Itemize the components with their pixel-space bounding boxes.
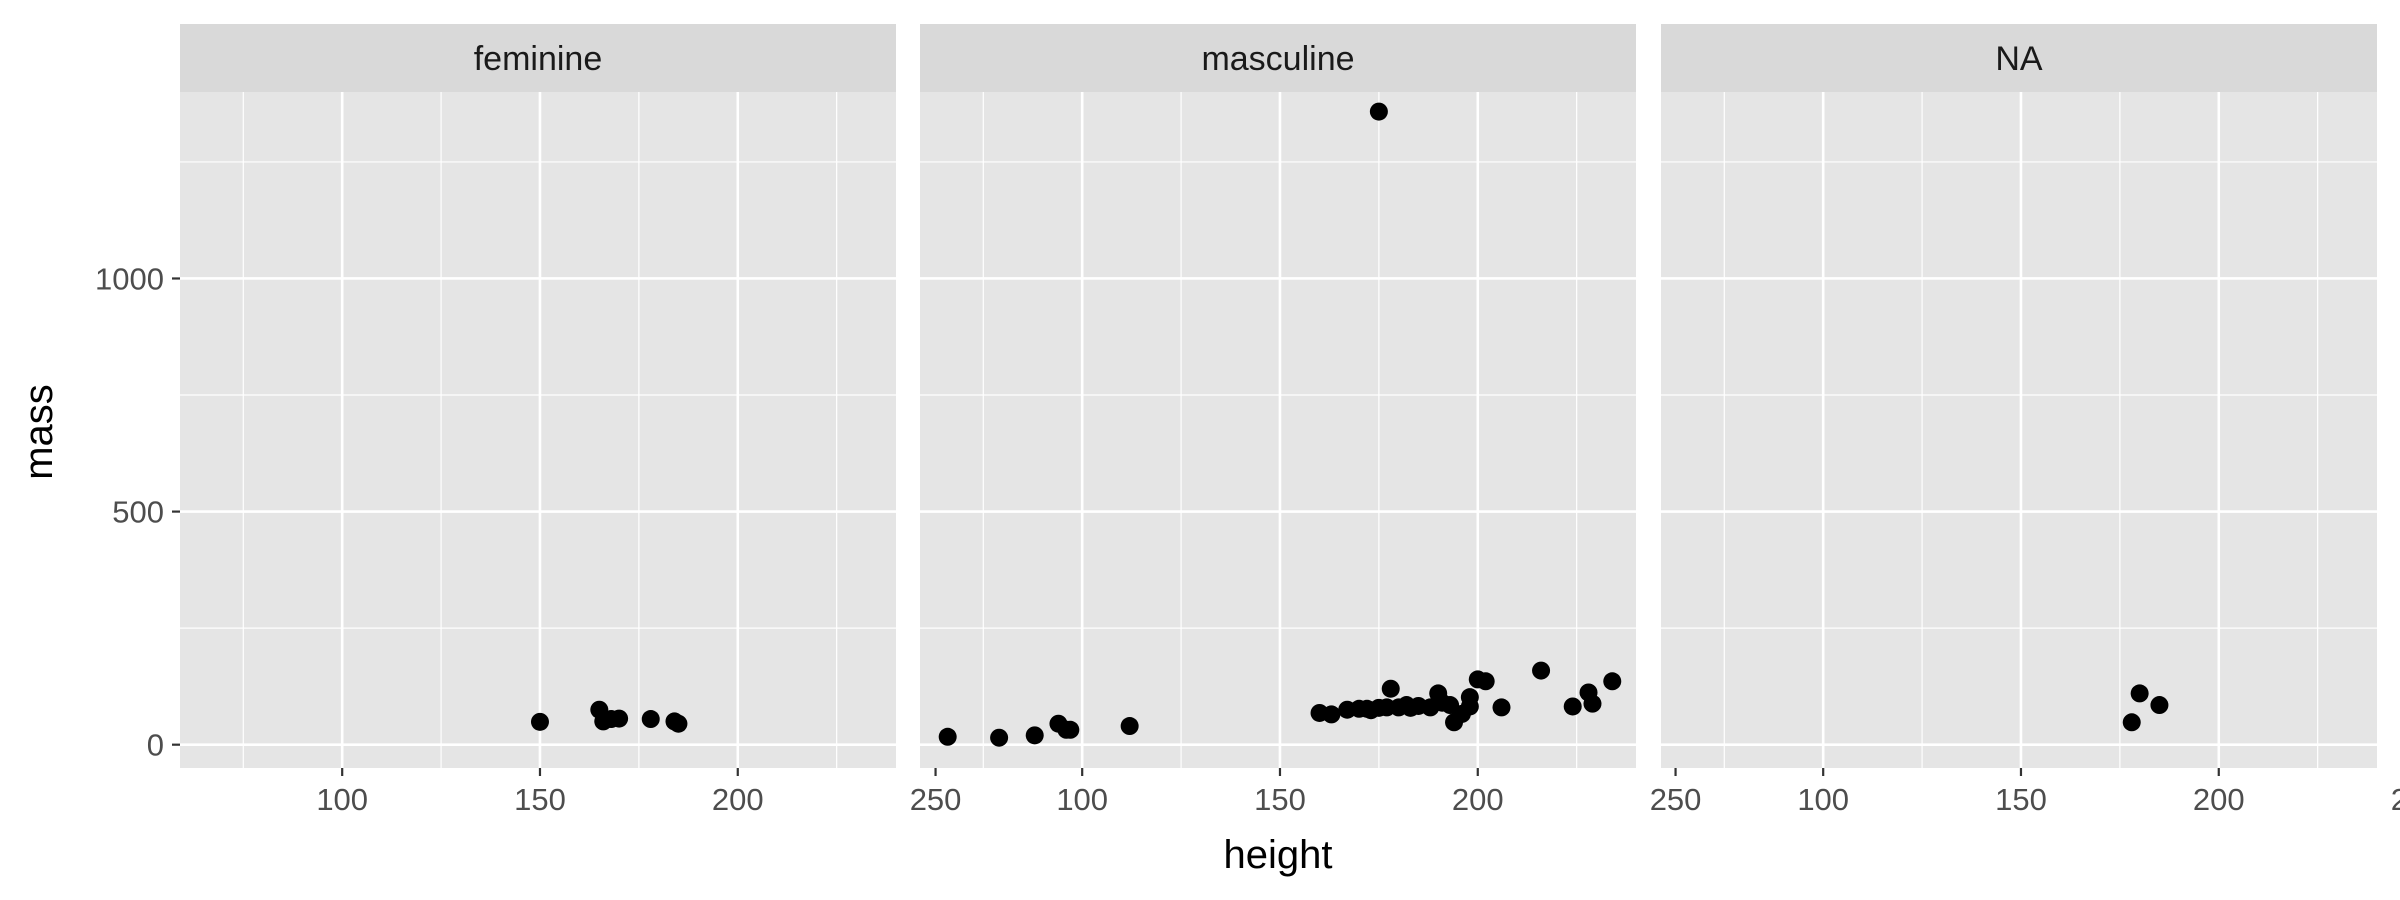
x-tick-label: 250	[910, 782, 962, 817]
panel-background	[180, 92, 896, 768]
facet-strip	[920, 24, 1636, 92]
facet-strip-label: NA	[1995, 40, 2043, 78]
panel-background	[1661, 92, 2377, 768]
data-point	[1381, 679, 1400, 698]
x-tick-label: 200	[712, 782, 764, 817]
data-point	[641, 710, 660, 729]
data-point	[1476, 672, 1495, 691]
panels-layer: feminine 100 150 200 250 masculine 100 150 200 25…	[180, 24, 2400, 817]
facet-strip-label: masculine	[1201, 40, 1354, 78]
x-tick-label: 150	[514, 782, 566, 817]
data-point	[1120, 717, 1139, 736]
data-point	[1492, 698, 1511, 717]
x-tick-label: 200	[2193, 782, 2245, 817]
y-axis: 0 500 1000	[95, 261, 180, 763]
y-axis-title: mass	[17, 384, 61, 480]
data-point	[990, 728, 1009, 747]
data-point	[2150, 696, 2169, 715]
data-point	[1025, 726, 1044, 745]
data-point	[1460, 688, 1479, 707]
x-tick-label: 100	[1056, 782, 1108, 817]
x-tick-label: 150	[1995, 782, 2047, 817]
x-tick-label: 250	[1650, 782, 1702, 817]
x-tick-label: 200	[1452, 782, 1504, 817]
data-point	[1369, 102, 1388, 121]
y-tick-label: 1000	[95, 261, 164, 296]
data-point	[1563, 697, 1582, 716]
data-point	[1583, 694, 1602, 713]
data-point	[1061, 720, 1080, 739]
x-tick-label: 250	[2391, 782, 2400, 817]
data-point	[1532, 661, 1551, 680]
data-point	[2122, 713, 2141, 732]
x-tick-label: 100	[1797, 782, 1849, 817]
facet-panel-masculine: masculine 100 150 200 250	[920, 24, 1701, 817]
x-axis-title: height	[1224, 833, 1333, 877]
panel-background	[920, 92, 1636, 768]
data-point	[610, 709, 629, 728]
facet-strip	[1661, 24, 2377, 92]
facet-strip-label: feminine	[474, 40, 603, 78]
facet-panel-na: NA 100 150 200 250	[1661, 24, 2400, 817]
facet-panel-feminine: feminine 100 150 200 250	[180, 24, 961, 817]
y-tick-label: 500	[112, 495, 164, 530]
data-point	[938, 727, 957, 746]
data-point	[1322, 705, 1341, 724]
facet-strip	[180, 24, 896, 92]
data-point	[2130, 684, 2149, 703]
x-tick-label: 150	[1254, 782, 1306, 817]
data-point	[669, 714, 688, 733]
y-tick-label: 0	[147, 728, 164, 763]
data-point	[1603, 672, 1622, 691]
x-tick-label: 100	[316, 782, 368, 817]
data-point	[530, 712, 549, 731]
